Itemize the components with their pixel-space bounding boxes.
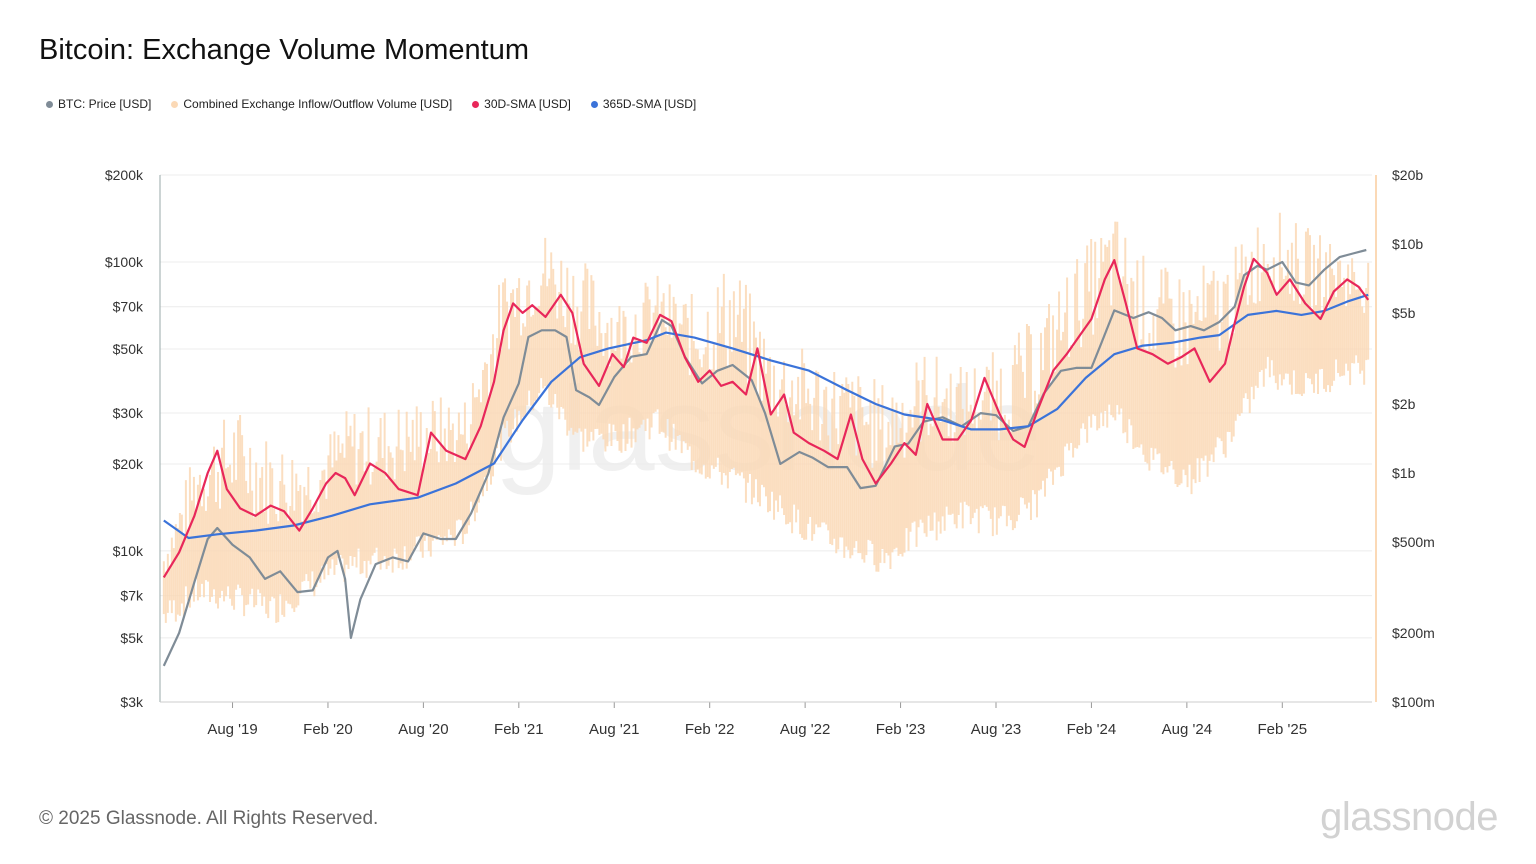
x-tick-label: Feb '20 <box>303 721 353 738</box>
series-line-btc-price-usd <box>162 248 1367 667</box>
y-right-tick-label: $2b <box>1392 396 1416 412</box>
x-tick-label: Aug '23 <box>971 721 1021 738</box>
y-right-tick-label: $500m <box>1392 534 1435 550</box>
legend-label-price: BTC: Price [USD] <box>58 97 152 111</box>
y-left-tick-label: $70k <box>113 299 144 315</box>
y-left-tick-label: $7k <box>120 588 144 604</box>
legend-dot-30d-sma <box>472 100 480 108</box>
y-left-tick-label: $200k <box>105 167 144 183</box>
x-tick-label: Aug '22 <box>780 721 830 738</box>
series-lines <box>162 248 1370 667</box>
y-left-tick-label: $20k <box>113 456 144 472</box>
y-right-tick-label: $1b <box>1392 465 1416 481</box>
x-tick-label: Feb '24 <box>1067 721 1117 738</box>
brand-logo: glassnode <box>1320 795 1498 839</box>
y-left-tick-label: $100k <box>105 254 144 270</box>
x-tick-label: Aug '24 <box>1162 721 1212 738</box>
legend-label-365d-sma: 365D-SMA [USD] <box>602 97 697 111</box>
legend-label-volume: Combined Exchange Inflow/Outflow Volume … <box>183 97 453 111</box>
x-tick-label: Feb '25 <box>1258 721 1308 738</box>
y-left-tick-label: $50k <box>113 341 144 357</box>
chart-title: Bitcoin: Exchange Volume Momentum <box>39 34 530 66</box>
y-left-tick-label: $30k <box>113 405 144 421</box>
copyright-footer: © 2025 Glassnode. All Rights Reserved. <box>39 808 379 829</box>
x-tick-label: Aug '19 <box>207 721 257 738</box>
y-right-tick-label: $5b <box>1392 305 1416 321</box>
legend: BTC: Price [USD] Combined Exchange Inflo… <box>46 97 716 111</box>
legend-item-price[interactable]: BTC: Price [USD] <box>46 97 151 111</box>
y-right-tick-label: $20b <box>1392 167 1423 183</box>
y-right-tick-label: $200m <box>1392 625 1435 641</box>
series-line-365d-sma-usd <box>163 293 1369 540</box>
y-left-tick-label: $5k <box>120 630 144 646</box>
legend-item-365d-sma[interactable]: 365D-SMA [USD] <box>590 97 697 111</box>
series-line-30d-sma-usd <box>162 257 1370 578</box>
x-tick-label: Feb '21 <box>494 721 544 738</box>
legend-item-30d-sma[interactable]: 30D-SMA [USD] <box>472 97 571 111</box>
legend-label-30d-sma: 30D-SMA [USD] <box>484 97 571 111</box>
y-right-tick-label: $10b <box>1392 236 1423 252</box>
x-tick-label: Feb '23 <box>876 721 926 738</box>
axes: $3k $5k $7k $10k $20k $30k $50k $70k $100k $200k $… <box>105 167 1435 738</box>
legend-dot-365d-sma <box>590 100 598 108</box>
legend-item-volume[interactable]: Combined Exchange Inflow/Outflow Volume … <box>171 97 452 111</box>
y-right-tick-label: $100m <box>1392 694 1435 710</box>
x-tick-label: Aug '20 <box>398 721 448 738</box>
y-left-tick-label: $3k <box>120 694 144 710</box>
x-tick-label: Feb '22 <box>685 721 735 738</box>
legend-dot-volume <box>171 100 179 108</box>
legend-dot-price <box>46 100 53 108</box>
x-tick-label: Aug '21 <box>589 721 639 738</box>
y-left-tick-label: $10k <box>113 543 144 559</box>
